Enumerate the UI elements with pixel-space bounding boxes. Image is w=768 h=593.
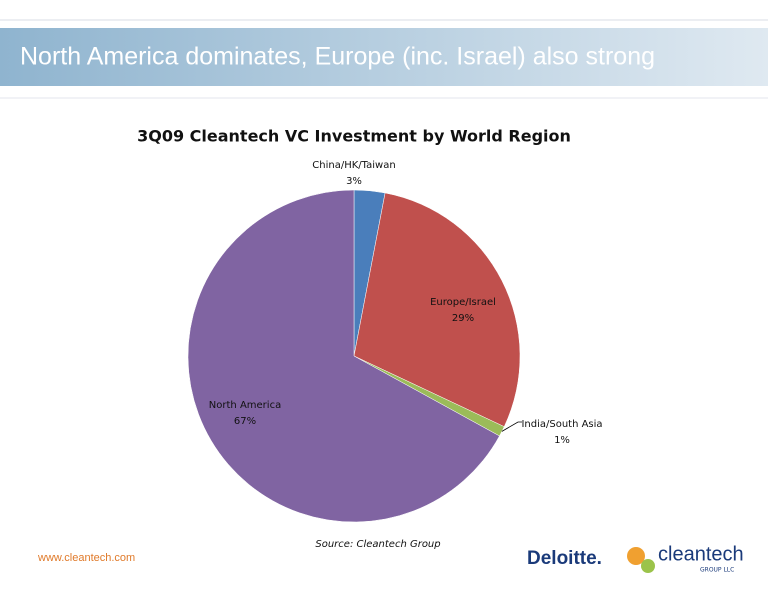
slice-label: North America <box>209 400 281 411</box>
footer-url: www.cleantech.com <box>37 552 135 564</box>
logo-deloitte: Deloitte. <box>527 548 602 569</box>
slice-value-label: 3% <box>346 176 362 187</box>
slice-value-label: 29% <box>452 313 474 324</box>
slide-title: North America dominates, Europe (inc. Is… <box>20 43 655 71</box>
logo-icon <box>641 559 655 573</box>
slice-label: China/HK/Taiwan <box>312 160 395 171</box>
chart-title: 3Q09 Cleantech VC Investment by World Re… <box>137 127 571 146</box>
slice-label: Europe/Israel <box>430 297 496 308</box>
slice-value-label: 67% <box>234 416 256 427</box>
pie-slice <box>187 189 500 523</box>
leader-line <box>501 421 522 432</box>
logo-icon <box>627 547 645 565</box>
header-band <box>0 28 768 86</box>
source: Source: Cleantech Group <box>315 539 440 550</box>
pie-slice <box>353 192 521 428</box>
slice-label: India/South Asia <box>521 419 602 430</box>
logo-cleantech-sub: GROUP LLC <box>700 567 734 574</box>
logo-cleantech: cleantech <box>658 543 744 565</box>
slice-value-label: 1% <box>554 435 570 446</box>
